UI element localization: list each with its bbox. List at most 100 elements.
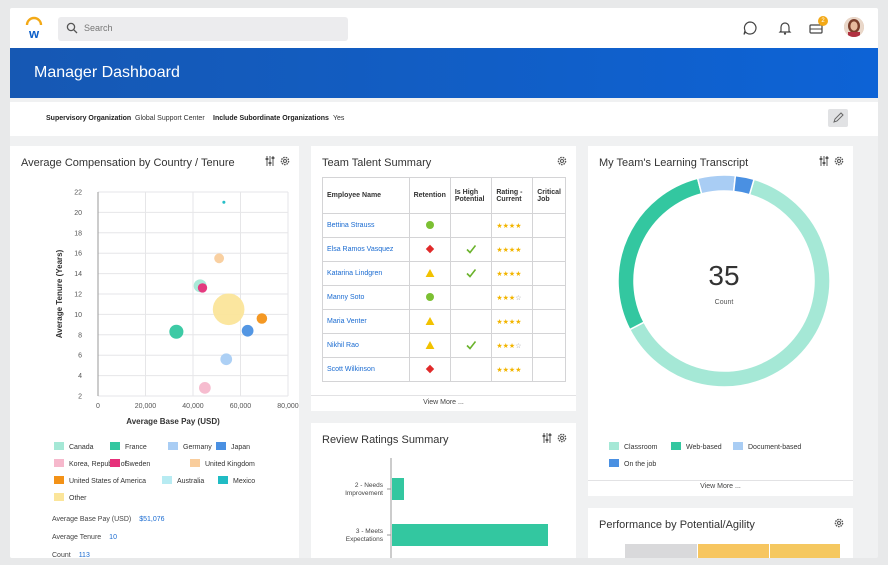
review-filter-button[interactable] xyxy=(541,431,553,449)
top-bar: w Search 2 xyxy=(10,8,878,48)
filter-bar: Supervisory Organization Global Support … xyxy=(10,102,878,136)
inbox-icon[interactable] xyxy=(808,20,824,36)
retention-cell xyxy=(408,309,451,334)
donut-slice-document-based[interactable] xyxy=(696,174,737,195)
employee-name-link[interactable]: Bettina Strauss xyxy=(322,213,410,238)
search-bar[interactable]: Search xyxy=(58,17,348,41)
donut-slice-web-based[interactable] xyxy=(617,177,703,331)
learning-settings-button[interactable] xyxy=(833,154,845,172)
talent-settings-button[interactable] xyxy=(556,154,568,172)
legend-label: Web-based xyxy=(686,444,722,451)
bubble-germany[interactable] xyxy=(220,353,233,366)
critical-job-cell xyxy=(532,237,566,262)
legend-item[interactable]: Canada xyxy=(54,442,94,451)
table-row: Maria Venter ★★★★ xyxy=(322,309,566,334)
chat-icon[interactable] xyxy=(742,20,758,36)
employee-name-link[interactable]: Katarina Lindgren xyxy=(322,261,410,286)
employee-name-link[interactable]: Maria Venter xyxy=(322,309,410,334)
category-label: Expectations xyxy=(346,536,384,543)
divider xyxy=(588,480,853,481)
legend-item[interactable]: Japan xyxy=(216,442,250,451)
employee-name-link[interactable]: Scott Wilkinson xyxy=(322,357,410,382)
y-tick-label: 6 xyxy=(78,353,82,360)
legend-swatch xyxy=(54,459,64,467)
legend-item[interactable]: France xyxy=(110,442,147,451)
legend-item[interactable]: Document-based xyxy=(733,442,801,451)
legend-item[interactable]: Other xyxy=(54,493,87,502)
bubble-mexico[interactable] xyxy=(222,200,226,204)
bubble-united-kingdom[interactable] xyxy=(214,253,225,264)
performance-card: Performance by Potential/Agility xyxy=(588,508,853,558)
rating-bar[interactable] xyxy=(392,524,548,546)
legend-item[interactable]: Germany xyxy=(168,442,212,451)
bubble-france[interactable] xyxy=(169,324,184,339)
legend-item[interactable]: Australia xyxy=(162,476,204,485)
rating-cell: ★★★★ xyxy=(491,213,534,238)
high-potential-cell xyxy=(449,237,493,262)
employee-name-link[interactable]: Nikhil Rao xyxy=(322,333,410,358)
stat-value[interactable]: 10 xyxy=(109,534,117,541)
legend-swatch xyxy=(54,493,64,501)
bubble-other[interactable] xyxy=(212,293,245,326)
talent-view-more-link[interactable]: View More ... xyxy=(423,399,464,406)
y-tick-label: 8 xyxy=(78,332,82,339)
y-tick-label: 2 xyxy=(78,394,82,401)
star-filled-icon: ★ xyxy=(508,342,516,350)
y-tick-label: 10 xyxy=(74,312,82,319)
column-header[interactable]: Rating - Current xyxy=(491,177,534,214)
star-filled-icon: ★ xyxy=(502,366,509,374)
legend-item[interactable]: Korea, Republic of xyxy=(54,459,127,468)
employee-name-link[interactable]: Manny Soto xyxy=(322,285,410,310)
retention-cell xyxy=(408,261,451,286)
column-header[interactable]: Retention xyxy=(408,177,451,214)
sliders-icon xyxy=(819,156,829,166)
stat-value[interactable]: 113 xyxy=(78,552,90,558)
donut-slice-on-the-job[interactable] xyxy=(732,174,755,196)
filter-settings-button[interactable] xyxy=(264,154,276,172)
legend-item[interactable]: Web-based xyxy=(671,442,722,451)
rating-cell: ★★★★ xyxy=(491,357,534,382)
legend-item[interactable]: Classroom xyxy=(609,442,657,451)
learning-card-title: My Team's Learning Transcript xyxy=(599,157,749,169)
bubble-sweden[interactable] xyxy=(197,283,208,293)
donut-total: 35 xyxy=(708,260,739,291)
rating-bar[interactable] xyxy=(392,478,404,500)
y-tick-label: 14 xyxy=(74,271,82,278)
bell-icon[interactable] xyxy=(777,20,793,36)
check-icon xyxy=(466,268,477,278)
learning-view-more-link[interactable]: View More ... xyxy=(700,483,741,490)
column-header[interactable]: Critical Job xyxy=(532,177,566,214)
column-header[interactable]: Employee Name xyxy=(322,177,410,214)
performance-settings-button[interactable] xyxy=(833,516,845,534)
review-card-title: Review Ratings Summary xyxy=(322,434,449,446)
card-settings-button[interactable] xyxy=(279,154,291,172)
legend-label: Canada xyxy=(69,444,94,451)
star-filled-icon: ★ xyxy=(502,270,509,278)
legend-swatch xyxy=(54,476,64,484)
legend-item[interactable]: United Kingdom xyxy=(190,459,255,468)
avatar[interactable] xyxy=(844,17,864,37)
table-row: Nikhil Rao ★★★☆ xyxy=(322,333,566,358)
star-empty-icon: ☆ xyxy=(515,294,522,302)
workday-logo[interactable]: w xyxy=(24,16,44,40)
legend-item[interactable]: Sweden xyxy=(110,459,150,468)
legend-label: France xyxy=(125,444,147,451)
rating-cell: ★★★★ xyxy=(491,261,534,286)
bubble-japan[interactable] xyxy=(241,324,254,337)
legend-item[interactable]: United States of America xyxy=(54,476,146,485)
user-photo-icon xyxy=(844,17,864,37)
edit-filters-button[interactable] xyxy=(828,109,848,127)
stat-value[interactable]: $51,076 xyxy=(139,516,165,523)
column-header[interactable]: Is High Potential xyxy=(449,177,493,214)
review-settings-button[interactable] xyxy=(556,431,568,449)
critical-job-cell xyxy=(532,213,566,238)
learning-filter-button[interactable] xyxy=(818,154,830,172)
bubble-united-states-of-america[interactable] xyxy=(256,313,268,324)
employee-name-link[interactable]: Elsa Ramos Vasquez xyxy=(322,237,410,262)
bubble-korea-republic-of[interactable] xyxy=(199,381,211,394)
x-tick-label: 20,000 xyxy=(135,403,157,410)
legend-item[interactable]: Mexico xyxy=(218,476,255,485)
legend-item[interactable]: On the job xyxy=(609,459,656,468)
y-axis-label: Average Tenure (Years) xyxy=(55,249,64,338)
stat-row: Count 113 xyxy=(52,552,90,558)
